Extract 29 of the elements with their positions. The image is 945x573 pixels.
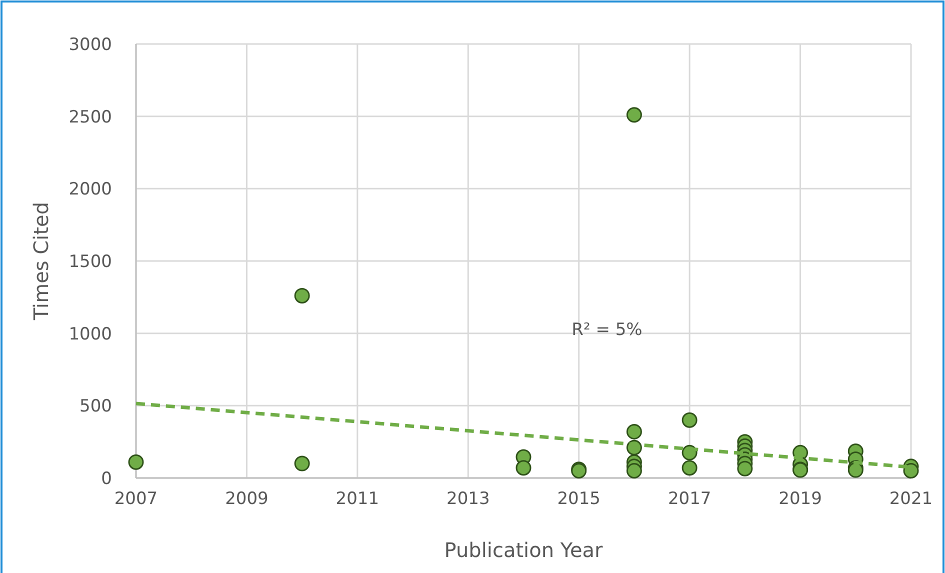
x-tick-label: 2009	[225, 489, 268, 509]
y-tick-label: 2000	[68, 180, 112, 200]
x-axis-title: Publication Year	[444, 538, 604, 562]
x-tick-label: 2011	[336, 489, 380, 509]
point	[626, 463, 642, 479]
y-tick-label: 1000	[68, 324, 112, 344]
point	[128, 454, 144, 470]
point	[294, 288, 310, 304]
point	[516, 460, 532, 476]
y-tick-label: 500	[80, 396, 112, 417]
point	[903, 463, 919, 479]
y-axis-title: Times Cited	[29, 202, 53, 322]
x-tick-label: 2019	[778, 489, 822, 509]
point	[626, 107, 642, 123]
x-tick-label: 2007	[114, 489, 158, 509]
point	[737, 460, 753, 476]
x-tick-label: 2021	[889, 489, 933, 509]
point	[626, 424, 642, 440]
annotation: R² = 5%	[572, 320, 642, 340]
y-tick-label: 3000	[68, 34, 112, 55]
point	[682, 412, 698, 428]
x-tick-label: 2013	[446, 489, 490, 509]
y-tick-label: 0	[101, 468, 112, 489]
x-tick-label: 2015	[557, 489, 600, 509]
point	[682, 460, 698, 476]
y-tick-label: 2500	[68, 107, 112, 128]
y-tick-label: 1500	[68, 252, 112, 272]
x-tick-label: 2017	[668, 489, 712, 509]
point	[294, 456, 310, 472]
